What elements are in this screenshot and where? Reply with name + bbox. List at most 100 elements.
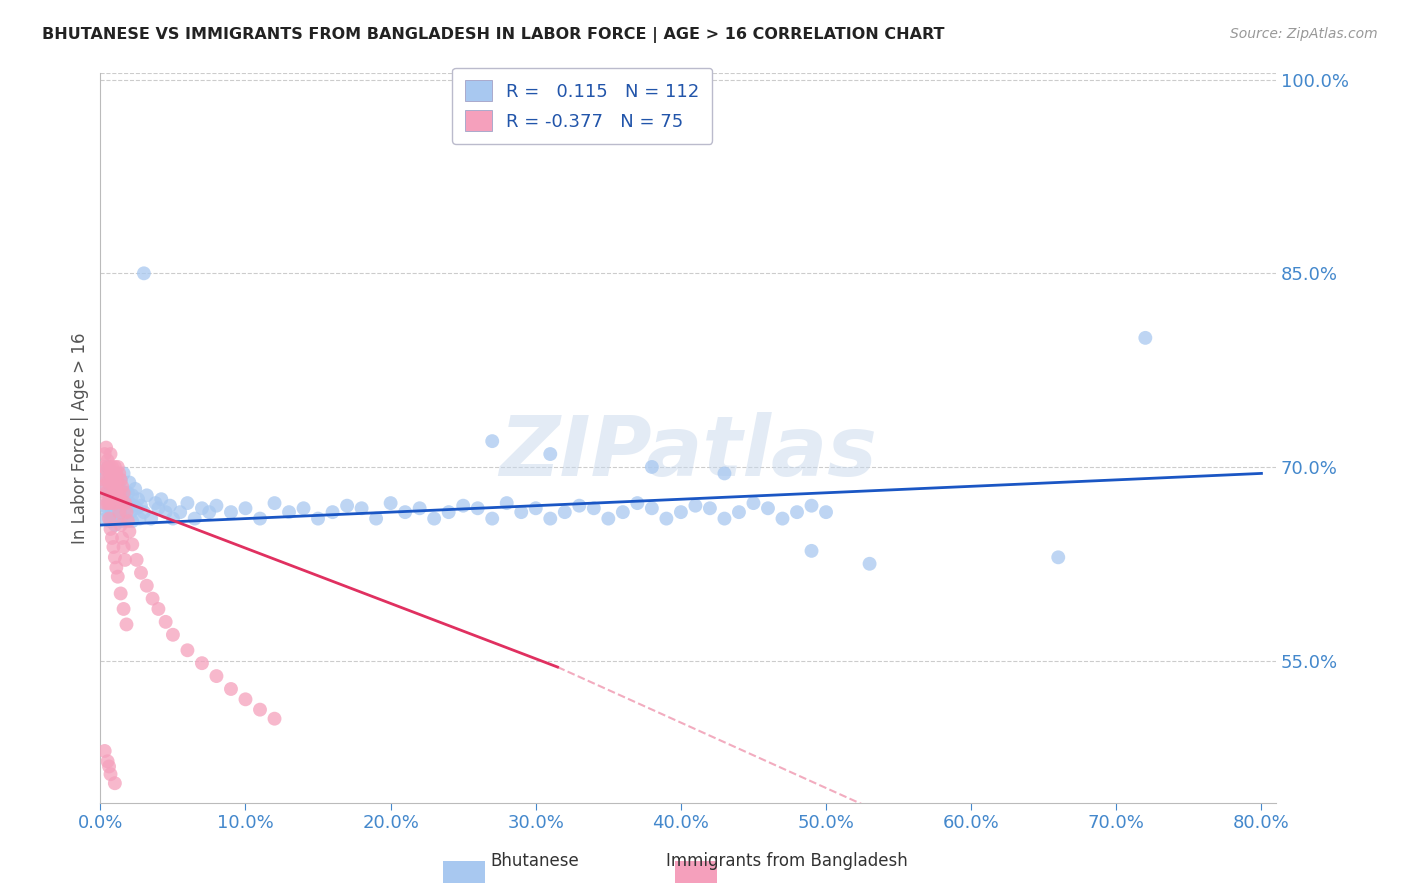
Point bbox=[118, 475, 141, 490]
Point bbox=[626, 496, 648, 510]
Point bbox=[103, 540, 125, 554]
Text: BHUTANESE VS IMMIGRANTS FROM BANGLADESH IN LABOR FORCE | AGE > 16 CORRELATION CH: BHUTANESE VS IMMIGRANTS FROM BANGLADESH … bbox=[42, 27, 945, 43]
Point bbox=[481, 511, 503, 525]
Point bbox=[756, 501, 779, 516]
Point bbox=[112, 540, 135, 554]
Point bbox=[96, 441, 118, 455]
Point bbox=[219, 505, 242, 519]
Point bbox=[93, 499, 115, 513]
Point bbox=[568, 499, 591, 513]
Point bbox=[98, 459, 121, 474]
Point bbox=[93, 744, 115, 758]
Point bbox=[699, 501, 721, 516]
Point bbox=[125, 501, 148, 516]
Point bbox=[101, 505, 124, 519]
Point bbox=[191, 656, 214, 670]
Point bbox=[98, 475, 121, 490]
Point bbox=[481, 434, 503, 449]
Point bbox=[641, 459, 664, 474]
Point bbox=[423, 511, 446, 525]
Point bbox=[118, 496, 141, 510]
Point bbox=[235, 501, 257, 516]
Point bbox=[322, 505, 344, 519]
Point bbox=[97, 485, 120, 500]
Point bbox=[669, 505, 692, 519]
Point bbox=[110, 473, 132, 487]
Point bbox=[114, 485, 136, 500]
Point bbox=[122, 499, 145, 513]
Point bbox=[538, 447, 561, 461]
Point bbox=[350, 501, 373, 516]
Point bbox=[118, 524, 141, 539]
Point bbox=[467, 501, 489, 516]
Point bbox=[685, 499, 707, 513]
Point bbox=[110, 473, 132, 487]
Point bbox=[108, 505, 131, 519]
Point bbox=[655, 511, 678, 525]
Point bbox=[132, 505, 155, 519]
Point bbox=[278, 505, 301, 519]
Point bbox=[103, 467, 125, 481]
Point bbox=[858, 557, 880, 571]
Point bbox=[815, 505, 838, 519]
Point bbox=[142, 591, 165, 606]
Point bbox=[105, 473, 128, 487]
Point bbox=[124, 482, 146, 496]
Point bbox=[104, 475, 127, 490]
Point bbox=[111, 514, 134, 528]
Point bbox=[219, 681, 242, 696]
Point bbox=[641, 501, 664, 516]
Point bbox=[107, 570, 129, 584]
Point bbox=[176, 643, 198, 657]
Point bbox=[97, 473, 120, 487]
Point bbox=[108, 485, 131, 500]
Point bbox=[101, 475, 124, 490]
Point bbox=[98, 511, 121, 525]
Point bbox=[100, 767, 122, 781]
Text: Bhutanese: Bhutanese bbox=[489, 852, 579, 870]
FancyBboxPatch shape bbox=[430, 855, 498, 890]
Point bbox=[103, 485, 125, 500]
Point bbox=[120, 505, 142, 519]
Y-axis label: In Labor Force | Age > 16: In Labor Force | Age > 16 bbox=[72, 332, 89, 543]
Point bbox=[150, 492, 173, 507]
Point bbox=[111, 531, 134, 545]
Point bbox=[205, 669, 228, 683]
Point bbox=[114, 496, 136, 510]
Point bbox=[249, 511, 271, 525]
Point bbox=[205, 499, 228, 513]
Point bbox=[97, 505, 120, 519]
Point bbox=[91, 479, 114, 493]
Point bbox=[97, 459, 120, 474]
Point bbox=[104, 459, 127, 474]
Point bbox=[104, 776, 127, 790]
Point bbox=[538, 511, 561, 525]
Point bbox=[107, 475, 129, 490]
Point bbox=[93, 447, 115, 461]
Point bbox=[249, 703, 271, 717]
Point bbox=[100, 447, 122, 461]
Point bbox=[93, 496, 115, 510]
Point bbox=[110, 518, 132, 533]
Point bbox=[104, 550, 127, 565]
Point bbox=[786, 505, 808, 519]
Point bbox=[98, 759, 121, 773]
Point bbox=[107, 459, 129, 474]
Point bbox=[408, 501, 430, 516]
Point bbox=[101, 496, 124, 510]
Point bbox=[554, 505, 576, 519]
Point bbox=[127, 492, 149, 507]
Point bbox=[121, 537, 143, 551]
Point bbox=[93, 473, 115, 487]
Point bbox=[437, 505, 460, 519]
Point bbox=[263, 496, 285, 510]
Point bbox=[100, 514, 122, 528]
Point bbox=[100, 522, 122, 536]
Point bbox=[101, 531, 124, 545]
Point bbox=[121, 514, 143, 528]
Point bbox=[115, 617, 138, 632]
Point bbox=[108, 479, 131, 493]
Point bbox=[97, 754, 120, 768]
Point bbox=[612, 505, 634, 519]
Point bbox=[111, 479, 134, 493]
